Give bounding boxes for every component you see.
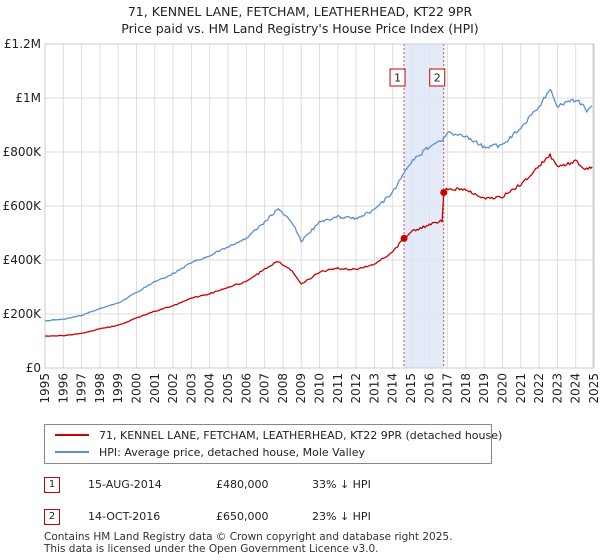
legend-item-hpi: HPI: Average price, detached house, Mole… bbox=[55, 445, 365, 461]
y-tick-label: £800K bbox=[3, 145, 43, 159]
plot-frame bbox=[44, 43, 595, 369]
sale-marker bbox=[400, 234, 408, 242]
sale-markers bbox=[400, 189, 448, 242]
x-tick-label: 2022 bbox=[532, 373, 546, 404]
x-tick-label: 2014 bbox=[386, 373, 400, 404]
footer-line-2: This data is licensed under the Open Gov… bbox=[44, 543, 379, 555]
legend-label-property: 71, KENNEL LANE, FETCHAM, LEATHERHEAD, K… bbox=[99, 429, 503, 442]
x-tick-label: 2004 bbox=[203, 373, 217, 404]
chart-subtitle: Price paid vs. HM Land Registry's House … bbox=[121, 21, 478, 36]
y-tick-label: £400K bbox=[3, 253, 43, 267]
x-tick-label: 2013 bbox=[367, 373, 381, 404]
hpi-line bbox=[44, 88, 593, 322]
legend-item-property: 71, KENNEL LANE, FETCHAM, LEATHERHEAD, K… bbox=[55, 428, 502, 444]
property-price-line bbox=[44, 153, 593, 338]
sale-row: 2 14-OCT-2016 £650,000 23% ↓ HPI bbox=[44, 506, 564, 530]
footer-line-1: Contains HM Land Registry data © Crown c… bbox=[44, 531, 453, 543]
x-tick-label: 2011 bbox=[331, 373, 345, 404]
x-tick-label: 2006 bbox=[239, 373, 253, 404]
sale-hpi-diff: 33% ↓ HPI bbox=[312, 478, 371, 491]
annotation-label: 1 bbox=[394, 72, 401, 85]
annotation-box bbox=[429, 68, 446, 87]
axes: £0 £200K £400K £600K £800K £1M £1.2M 1995 1996 19… bbox=[3, 37, 600, 404]
x-tick-label: 2018 bbox=[459, 373, 473, 404]
sale-date: 15-AUG-2014 bbox=[88, 478, 162, 491]
sale-number-badge: 2 bbox=[44, 509, 60, 525]
sale-date: 14-OCT-2016 bbox=[88, 510, 161, 523]
x-tick-label: 2023 bbox=[550, 373, 564, 404]
x-tick-label: 2024 bbox=[569, 373, 583, 404]
x-tick-label: 1996 bbox=[56, 373, 70, 404]
x-tick-label: 2001 bbox=[148, 373, 162, 404]
x-tick-label: 2009 bbox=[294, 373, 308, 404]
footer-attribution: Contains HM Land Registry data © Crown c… bbox=[44, 531, 584, 555]
x-tick-label: 2019 bbox=[477, 373, 491, 404]
legend-swatch-hpi bbox=[55, 451, 89, 453]
x-tick-label: 2008 bbox=[276, 373, 290, 404]
y-tick-label: £1.2M bbox=[4, 37, 41, 51]
legend-label-hpi: HPI: Average price, detached house, Mole… bbox=[99, 446, 365, 459]
x-tick-label: 2017 bbox=[441, 373, 455, 404]
sales-table: 1 15-AUG-2014 £480,000 33% ↓ HPI 2 14-OC… bbox=[44, 474, 564, 538]
chart-title: 71, KENNEL LANE, FETCHAM, LEATHERHEAD, K… bbox=[128, 4, 473, 19]
x-tick-label: 2007 bbox=[258, 373, 272, 404]
x-tick-label: 2010 bbox=[313, 373, 327, 404]
highlight-band bbox=[404, 44, 444, 368]
annotation-box bbox=[389, 68, 406, 87]
y-tick-label: £200K bbox=[3, 307, 43, 321]
x-tick-label: 2020 bbox=[496, 373, 510, 404]
price-chart: 71, KENNEL LANE, FETCHAM, LEATHERHEAD, K… bbox=[3, 4, 600, 404]
sale-hpi-diff: 23% ↓ HPI bbox=[312, 510, 371, 523]
y-tick-label: £0 bbox=[26, 361, 41, 375]
x-tick-label: 1997 bbox=[75, 373, 89, 404]
annotation-label: 2 bbox=[434, 72, 441, 85]
x-tick-label: 2000 bbox=[130, 373, 144, 404]
series-lines bbox=[44, 88, 593, 338]
x-tick-label: 2005 bbox=[221, 373, 235, 404]
x-tick-label: 1995 bbox=[38, 373, 52, 404]
x-tick-label: 1999 bbox=[111, 373, 125, 404]
x-tick-label: 2025 bbox=[587, 373, 600, 404]
legend: 71, KENNEL LANE, FETCHAM, LEATHERHEAD, K… bbox=[44, 424, 502, 464]
x-tick-label: 2015 bbox=[404, 373, 418, 404]
sale-number-badge: 1 bbox=[44, 477, 60, 493]
sale-row: 1 15-AUG-2014 £480,000 33% ↓ HPI bbox=[44, 474, 564, 498]
y-tick-label: £1M bbox=[15, 91, 41, 105]
x-tick-label: 2002 bbox=[166, 373, 180, 404]
sale-price: £650,000 bbox=[216, 510, 269, 523]
gridlines bbox=[44, 43, 595, 369]
x-tick-label: 2021 bbox=[514, 373, 528, 404]
sale-period-highlight bbox=[403, 44, 594, 368]
x-tick-label: 1998 bbox=[93, 373, 107, 404]
sale-marker bbox=[440, 189, 448, 196]
x-tick-label: 2012 bbox=[349, 373, 363, 404]
y-tick-label: £600K bbox=[3, 199, 43, 213]
x-tick-label: 2016 bbox=[422, 373, 436, 404]
sale-price: £480,000 bbox=[216, 478, 269, 491]
legend-swatch-property bbox=[55, 434, 89, 436]
x-tick-label: 2003 bbox=[184, 373, 198, 404]
